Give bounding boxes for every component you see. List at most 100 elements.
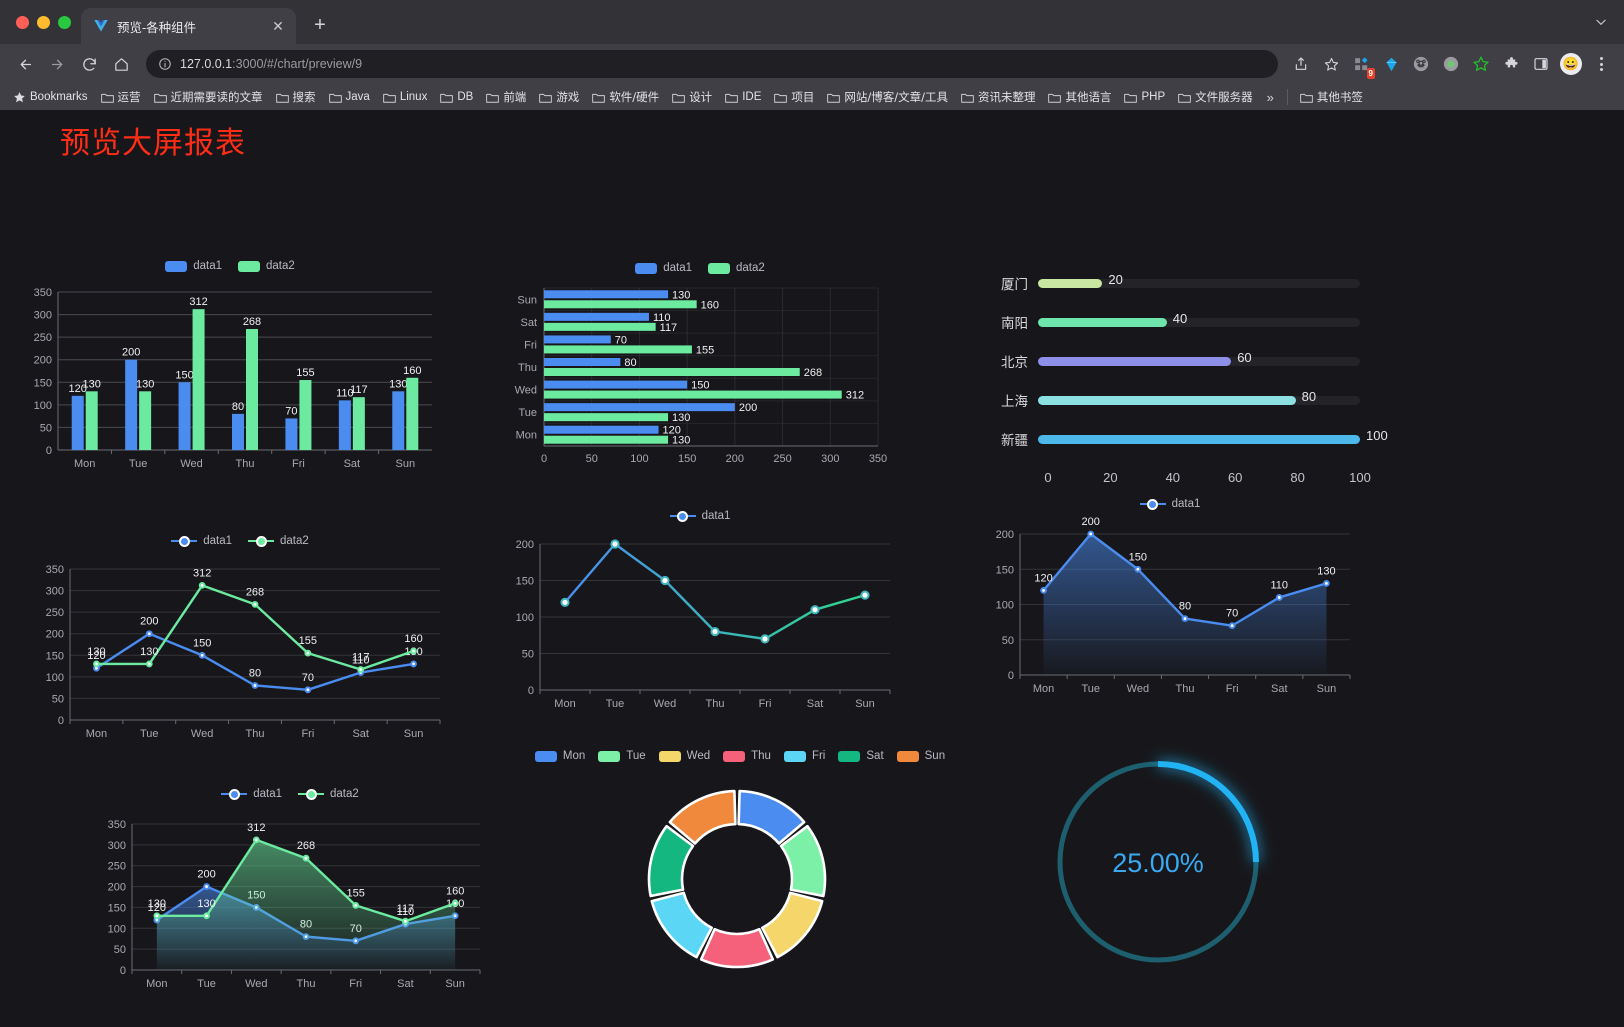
pie-slice-Wed[interactable] xyxy=(761,891,824,959)
minimize-window-button[interactable] xyxy=(37,15,50,29)
progress-track[interactable]: 20 xyxy=(1038,272,1360,288)
other-bookmarks-item[interactable]: 其他书签 xyxy=(1295,87,1368,107)
bookmark-item[interactable]: 游戏 xyxy=(534,87,584,107)
bookmark-item[interactable]: 近期需要读的文章 xyxy=(149,87,268,107)
bar[interactable] xyxy=(544,390,842,399)
data-point[interactable] xyxy=(610,539,620,549)
progress-track[interactable]: 60 xyxy=(1038,350,1360,366)
close-window-button[interactable] xyxy=(16,15,29,29)
bar[interactable] xyxy=(544,300,697,309)
data-point[interactable] xyxy=(304,649,312,657)
bar[interactable] xyxy=(392,391,405,450)
bar[interactable] xyxy=(352,397,365,450)
bar[interactable] xyxy=(178,382,191,450)
bar[interactable] xyxy=(285,418,298,450)
data-point[interactable] xyxy=(1087,530,1095,538)
bar[interactable] xyxy=(544,403,735,412)
cmd-circle-icon[interactable] xyxy=(1408,51,1434,77)
legend-item-data1[interactable]: data1 xyxy=(669,510,730,522)
data-point[interactable] xyxy=(153,912,161,920)
bookmark-item[interactable]: 搜索 xyxy=(271,87,321,107)
data-point[interactable] xyxy=(860,590,870,600)
bookmark-item[interactable]: 软件/硬件 xyxy=(587,87,664,107)
line-series[interactable] xyxy=(563,542,867,641)
data-point[interactable] xyxy=(660,575,670,586)
legend-item-tue[interactable]: Tue xyxy=(598,750,646,762)
data-point[interactable] xyxy=(203,912,210,920)
data-point[interactable] xyxy=(402,917,409,925)
diamond-icon[interactable] xyxy=(1378,51,1404,77)
share-icon[interactable] xyxy=(1288,51,1314,77)
bookmark-star-icon[interactable] xyxy=(1318,51,1344,77)
bar[interactable] xyxy=(544,290,669,299)
legend-item-data1[interactable]: data1 xyxy=(221,788,282,800)
kebab-menu-icon[interactable] xyxy=(1588,51,1614,77)
progress-track[interactable]: 80 xyxy=(1038,389,1360,405)
bar[interactable] xyxy=(544,380,688,389)
bookmark-item[interactable]: 资讯未整理 xyxy=(956,87,1041,107)
bar[interactable] xyxy=(232,413,244,450)
data-point[interactable] xyxy=(357,666,365,673)
bookmarks-overflow-button[interactable]: » xyxy=(1266,89,1274,105)
close-tab-button[interactable]: ✕ xyxy=(272,17,284,34)
new-tab-button[interactable]: + xyxy=(314,13,326,36)
data-point[interactable] xyxy=(252,836,260,844)
legend-item-data2[interactable]: data2 xyxy=(708,262,765,274)
forward-button[interactable] xyxy=(42,49,72,79)
data-point[interactable] xyxy=(1181,615,1189,622)
bookmark-item[interactable]: 设计 xyxy=(667,87,717,107)
bar[interactable] xyxy=(544,345,692,354)
data-point[interactable] xyxy=(198,651,206,659)
data-point[interactable] xyxy=(410,660,417,668)
legend-item-mon[interactable]: Mon xyxy=(534,750,585,762)
reload-button[interactable] xyxy=(74,49,104,79)
green-star-icon[interactable] xyxy=(1468,51,1494,77)
puzzle-icon[interactable] xyxy=(1498,51,1524,77)
bookmark-item[interactable]: 文件服务器 xyxy=(1173,87,1258,107)
pie-slice-Fri[interactable] xyxy=(650,891,713,959)
legend-item-data1[interactable]: data1 xyxy=(165,260,222,272)
green-dot-icon[interactable] xyxy=(1438,51,1464,77)
legend-item-data2[interactable]: data2 xyxy=(248,535,309,547)
pie-slice-Tue[interactable] xyxy=(779,824,827,898)
data-point[interactable] xyxy=(304,686,312,694)
data-point[interactable] xyxy=(352,901,360,909)
data-point[interactable] xyxy=(560,597,570,608)
data-point[interactable] xyxy=(810,605,820,615)
bookmark-item[interactable]: DB xyxy=(435,89,478,105)
data-point[interactable] xyxy=(145,630,153,638)
bar[interactable] xyxy=(125,359,138,450)
legend-item-wed[interactable]: Wed xyxy=(658,750,710,762)
maximize-window-button[interactable] xyxy=(58,15,71,29)
address-bar[interactable]: 127.0.0.1:3000/#/chart/preview/9 xyxy=(146,50,1278,78)
bar[interactable] xyxy=(85,391,98,450)
bookmark-item[interactable]: 网站/博客/文章/工具 xyxy=(822,87,953,107)
profile-avatar-icon[interactable]: 😀 xyxy=(1558,51,1584,77)
bar[interactable] xyxy=(406,377,419,450)
bar[interactable] xyxy=(246,329,258,450)
bar[interactable] xyxy=(544,368,800,376)
bookmark-item[interactable]: 其他语言 xyxy=(1043,87,1116,107)
legend-item-thu[interactable]: Thu xyxy=(723,750,771,762)
data-point[interactable] xyxy=(1040,587,1047,594)
bar[interactable] xyxy=(192,309,205,450)
browser-tab[interactable]: 预览-各种组件 ✕ xyxy=(81,8,296,44)
bookmark-item[interactable]: Linux xyxy=(378,89,433,105)
pie-slice-Sat[interactable] xyxy=(647,824,695,898)
legend-item-data1[interactable]: data1 xyxy=(635,262,692,274)
bar[interactable] xyxy=(299,380,312,450)
data-point[interactable] xyxy=(710,627,720,637)
bookmark-item[interactable]: Java xyxy=(324,89,375,105)
data-point[interactable] xyxy=(198,581,206,589)
bar[interactable] xyxy=(544,312,649,321)
data-point[interactable] xyxy=(302,854,310,862)
sidepanel-icon[interactable] xyxy=(1528,51,1554,77)
bar[interactable] xyxy=(544,413,669,422)
data-point[interactable] xyxy=(1323,579,1330,587)
data-point[interactable] xyxy=(251,600,259,608)
bar[interactable] xyxy=(338,400,351,450)
pie-slice-Sun[interactable] xyxy=(668,789,737,845)
data-point[interactable] xyxy=(410,647,417,655)
back-button[interactable] xyxy=(10,49,40,79)
home-button[interactable] xyxy=(106,49,136,79)
